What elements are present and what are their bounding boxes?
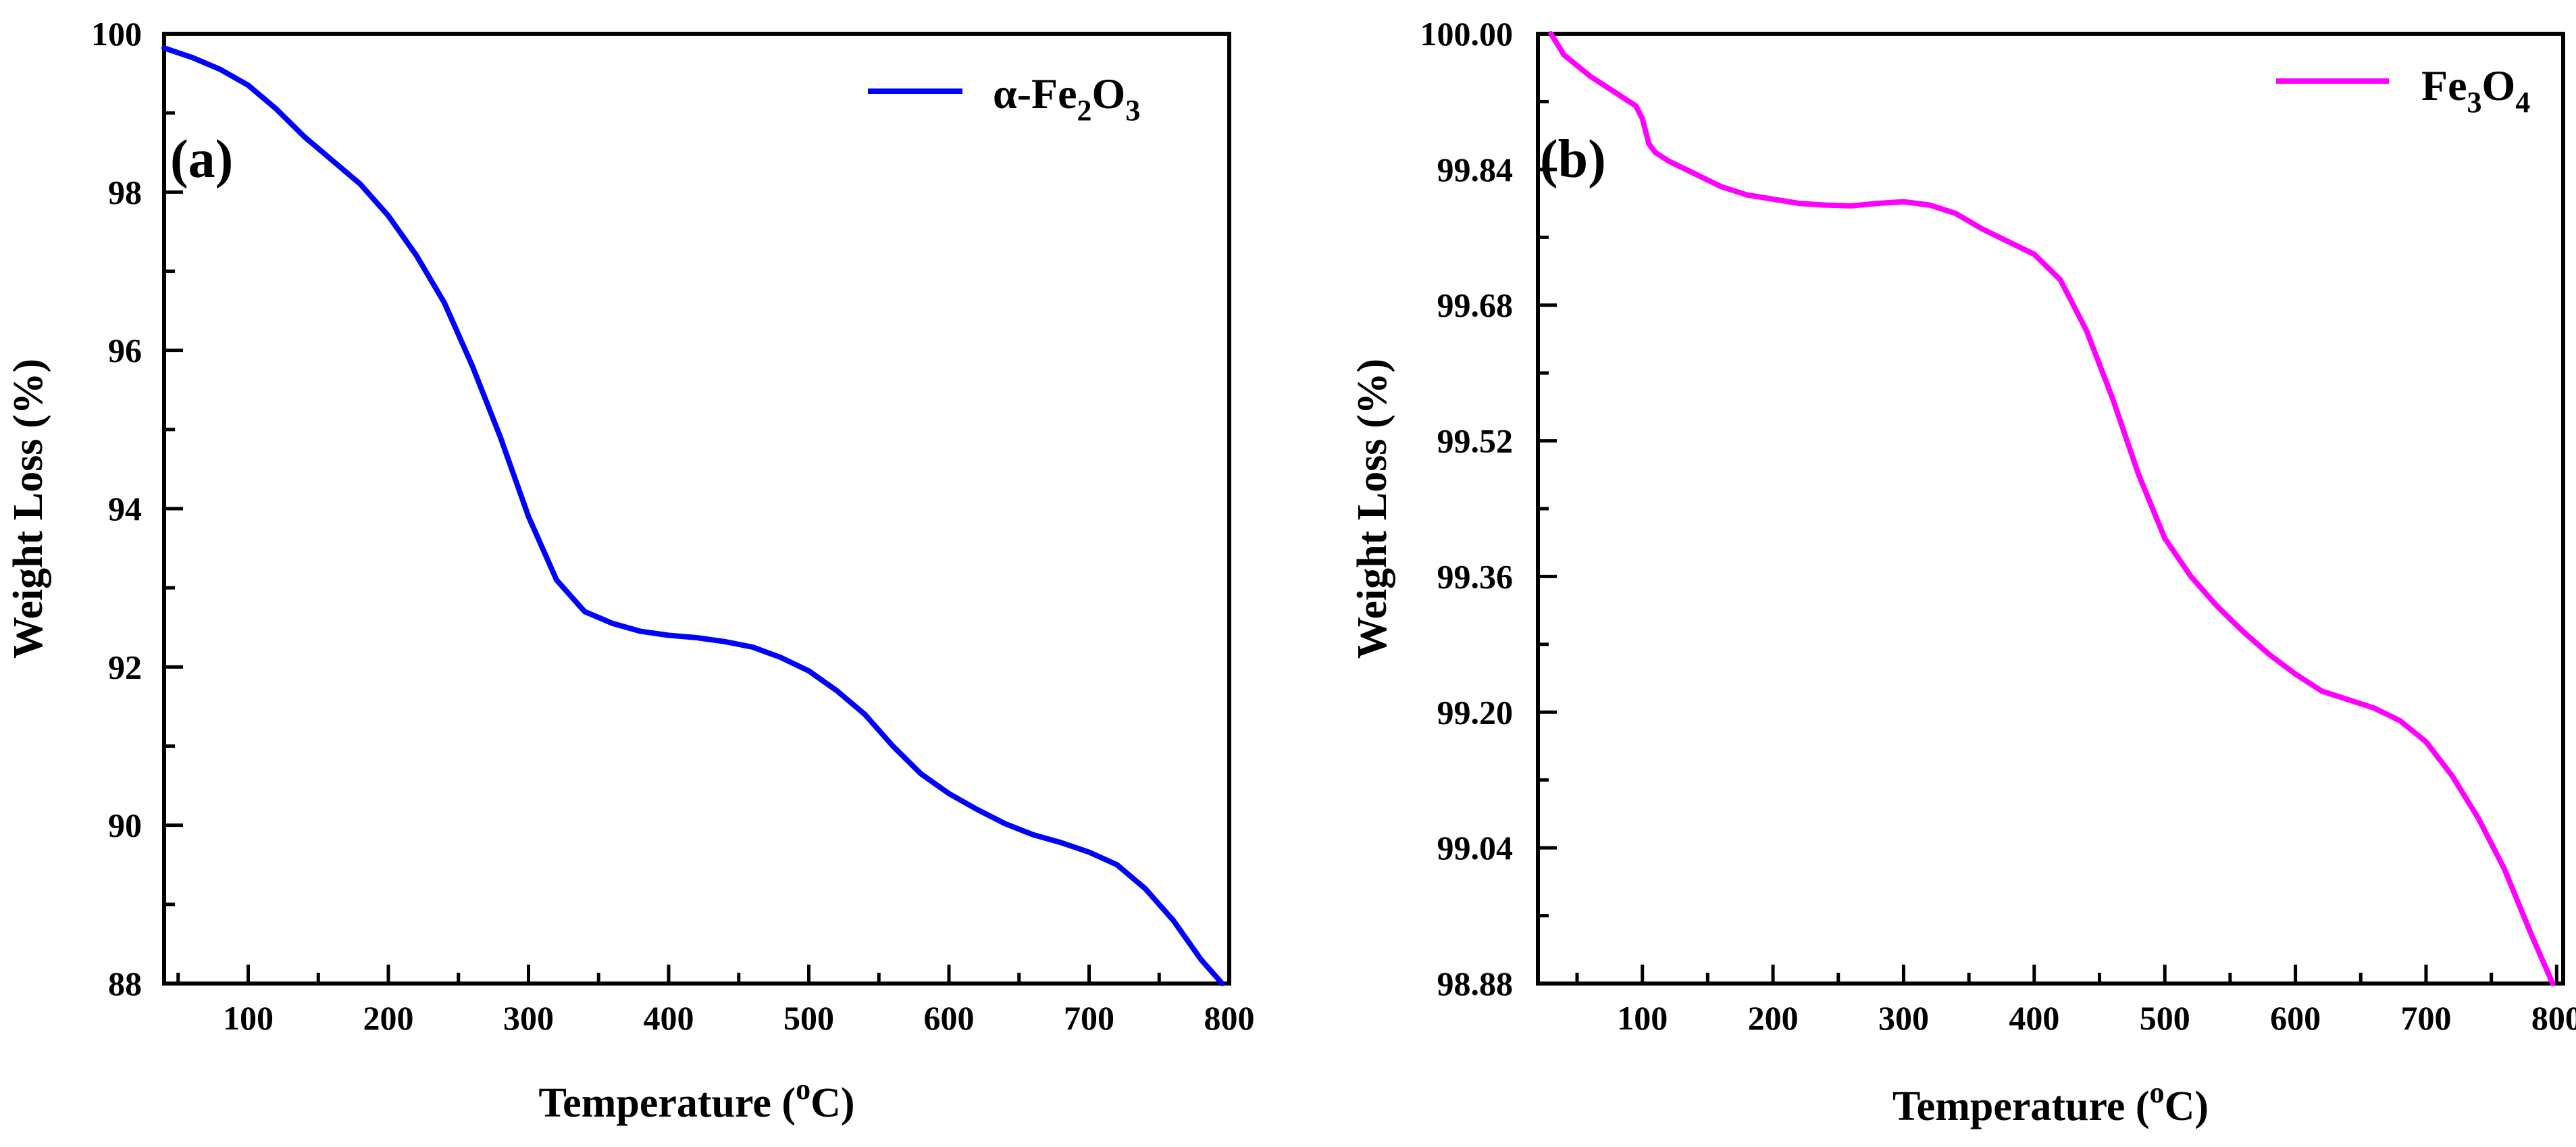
x-tick-label: 100 [1617,999,1668,1037]
x-tick-label: 200 [363,999,414,1037]
y-tick-label: 92 [108,648,142,686]
legend-subscript: 4 [2515,86,2530,119]
y-tick-label: 99.20 [1437,693,1514,731]
panel-label: (b) [1540,130,1606,189]
y-tick-label: 90 [108,807,142,844]
x-tick-label: 500 [2140,999,2190,1037]
legend-text-part: α-Fe [993,70,1077,118]
plot-frame [1536,32,2565,986]
series-line [161,45,1225,986]
y-axis-title: Weight Loss (%) [5,359,51,659]
legend-label: α-Fe2O3 [993,70,1140,127]
y-tick-label: 100 [91,15,142,53]
x-axis-title-superscript: o [796,1073,810,1106]
y-tick-label: 100.00 [1420,15,1514,53]
legend-subscript: 3 [1125,94,1140,127]
x-axis-title-tail: C) [2165,1084,2209,1129]
y-tick-label: 96 [108,332,142,369]
series-line [1548,31,2556,986]
panel-label: (a) [170,130,233,189]
x-tick-label: 400 [2009,999,2059,1037]
y-tick-label: 99.04 [1437,829,1514,867]
y-tick-label: 88 [108,965,142,1002]
y-tick-label: 94 [108,490,142,528]
x-tick-label: 300 [503,999,554,1037]
x-axis-title: Temperature (oC) [1892,1076,2209,1129]
y-tick-label: 99.84 [1437,151,1514,188]
y-tick-label: 99.52 [1437,422,1514,460]
x-tick-label: 700 [2400,999,2451,1037]
x-tick-label: 300 [1878,999,1929,1037]
x-axis-title-superscript: o [2150,1076,2165,1109]
x-tick-label: 800 [2531,999,2576,1037]
x-tick-label: 600 [924,999,975,1037]
y-tick-label: 98 [108,173,142,211]
legend-text-part: Fe [2421,61,2467,109]
x-tick-label: 500 [783,999,834,1037]
y-tick-label: 99.36 [1437,557,1514,595]
y-tick-label: 98.88 [1437,965,1514,1002]
legend-subscript: 2 [1077,94,1092,127]
y-tick-label: 99.68 [1437,286,1514,324]
panel-a: 100 200 300 400 500 600 700 800 88 90 92 94 96 98 100 α… [5,15,1255,1126]
x-axis-title-main: Temperature ( [539,1080,796,1126]
x-tick-label: 600 [2270,999,2321,1037]
x-axis-title-main: Temperature ( [1892,1084,2150,1129]
legend-text-part: O [1092,70,1126,118]
plot-frame [162,32,1231,986]
x-tick-label: 200 [1748,999,1799,1037]
legend-subscript: 3 [2467,86,2482,119]
x-tick-label: 700 [1064,999,1114,1037]
panel-b: 100 200 300 400 500 600 700 800 98.88 99.04 99.20 9… [1349,15,2576,1129]
x-axis-title: Temperature (oC) [539,1073,855,1126]
legend-label: Fe3O4 [2421,61,2530,119]
x-axis-title-tail: C) [810,1080,854,1126]
x-tick-label: 400 [644,999,694,1037]
legend-text-part: O [2482,61,2516,109]
y-axis-title: Weight Loss (%) [1349,359,1395,659]
x-tick-label: 100 [223,999,274,1037]
x-tick-label: 800 [1204,999,1255,1037]
